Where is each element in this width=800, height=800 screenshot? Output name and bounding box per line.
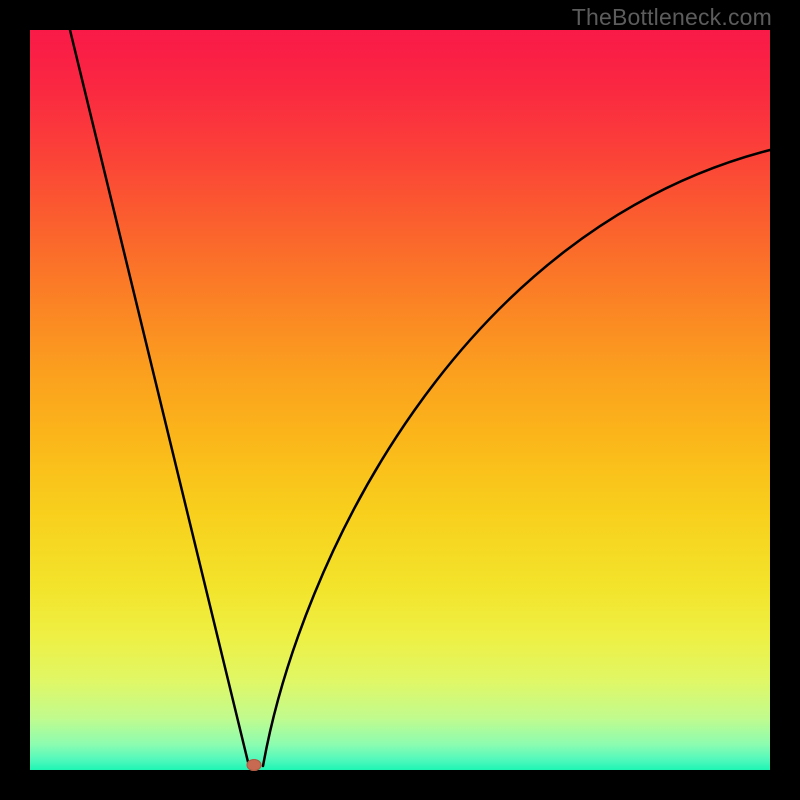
plot-background-gradient [30, 30, 770, 770]
chart-root: TheBottleneck.com [0, 0, 800, 800]
watermark-text: TheBottleneck.com [572, 4, 772, 31]
current-position-marker [247, 759, 262, 771]
